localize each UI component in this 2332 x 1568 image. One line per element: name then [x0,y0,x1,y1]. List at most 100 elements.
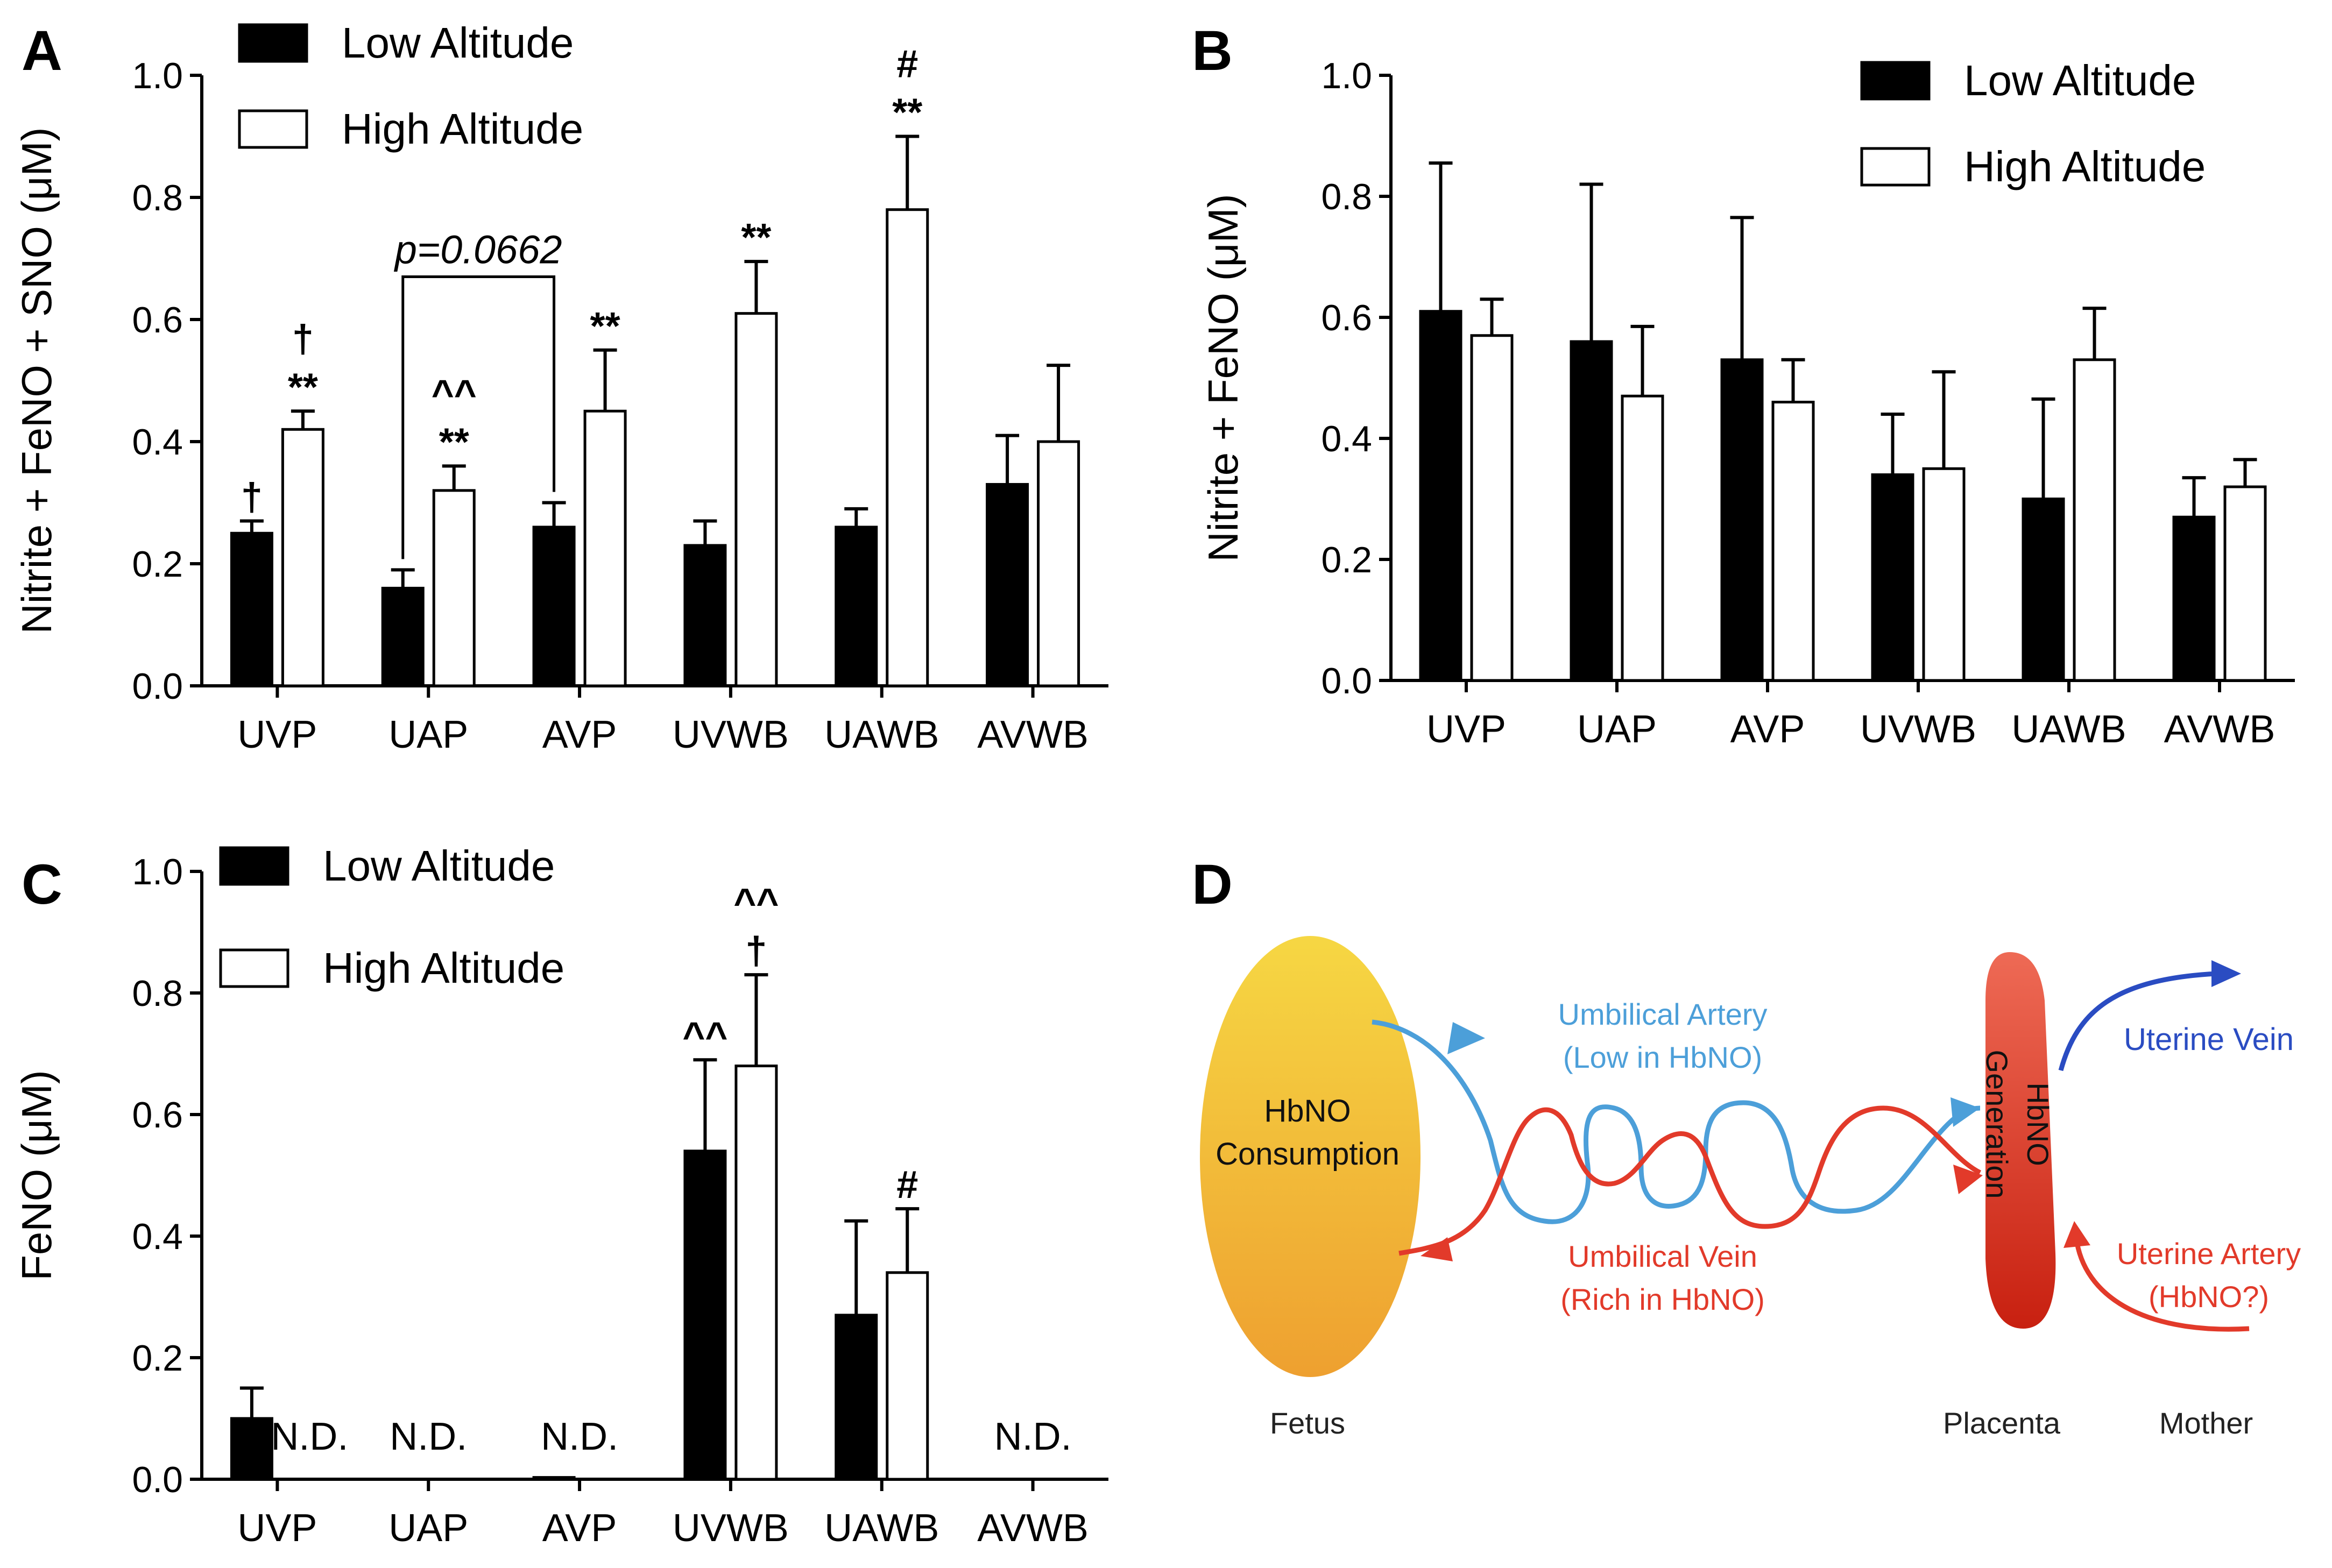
legend-swatch [238,23,308,63]
mother-label: Mother [2159,1406,2253,1440]
significance-mark: ** [892,91,922,134]
y-tick-label: 1.0 [132,852,183,892]
x-tick-label: AVP [542,1507,617,1550]
artery-arrow-head-right [1951,1097,1980,1127]
x-tick-label: AVP [1730,708,1805,751]
y-tick-label: 0.0 [1321,661,1372,701]
bar [734,1065,778,1481]
x-tick-label: AVP [542,713,617,756]
significance-mark: ** [288,366,318,409]
significance-mark: # [896,1163,918,1207]
umbilical-artery-line [1372,1019,1981,1224]
legend-swatch [219,846,289,886]
bar [835,526,878,687]
significance-mark: ^^ [432,372,477,415]
legend-label: High Altitude [1964,143,2206,190]
placenta-label-line2: Generation [1980,1049,2014,1198]
uterine-artery-label-line2: (HbNO?) [2149,1280,2269,1314]
vein-arrow-head-right [1953,1165,1983,1194]
significance-mark: ** [741,216,771,259]
x-tick-label: UVWB [1860,708,1976,751]
panel-a-label: A [22,19,62,82]
panel-b-label: B [1192,19,1233,82]
y-tick-label: 0.2 [132,1338,183,1379]
not-detected-label: N.D. [271,1415,348,1458]
significance-mark: ^^ [682,1014,727,1058]
x-tick-label: UVWB [673,713,789,756]
significance-mark: † [241,476,263,519]
significance-mark: # [896,43,918,86]
bar [230,1417,273,1481]
y-tick-label: 0.0 [132,666,183,707]
legend-swatch [1860,147,1931,187]
umbilical-artery-label-line2: (Low in HbNO) [1563,1040,1762,1074]
y-tick-label: 1.0 [1321,55,1372,96]
bar [683,1150,727,1481]
bar [2223,485,2267,682]
bar [532,526,576,687]
x-tick-label: UVWB [673,1507,789,1550]
y-tick-label: 1.0 [132,55,183,96]
bracket-p-value-label: p=0.0662 [394,228,562,272]
bar [1470,334,1514,682]
panel-c-chart: C 0.0 0.2 0.4 0.6 0.8 1.0 FeNO (μM) UVP UAP AVP UV… [13,842,1108,1550]
bar [1570,340,1613,682]
significance-mark: ^^ [733,881,779,924]
panel-c-label: C [22,853,62,916]
panel-a-chart: A 0.0 0.2 0.4 0.6 0.8 1.0 Nitrite + FeNO + SNO… [13,19,1108,756]
bar [230,531,273,687]
bar [986,483,1029,687]
bar [1922,467,1966,682]
not-detected-label: N.D. [994,1415,1072,1458]
x-tick-label: UVP [237,1507,317,1550]
x-tick-label: UVP [237,713,317,756]
bar [432,489,476,687]
significance-bracket [401,275,556,559]
uterine-vein-line [2058,971,2217,1072]
bar [583,409,627,687]
umbilical-vein-label-line1: Umbilical Vein [1568,1239,1757,1273]
bar [835,1314,878,1481]
y-tick-label: 0.8 [1321,176,1372,217]
bar [2172,515,2216,682]
artery-arrow-head-left [1447,1022,1485,1054]
y-tick-label: 0.8 [132,973,183,1014]
bar [734,312,778,687]
x-tick-label: UAP [388,713,468,756]
y-tick-label: 0.4 [132,422,183,463]
placenta-shape [1985,952,2056,1329]
y-tick-label: 0.6 [1321,297,1372,338]
x-tick-label: AVWB [977,1507,1089,1550]
bar [1720,358,1764,682]
bar [532,1476,576,1481]
significance-mark: ** [439,421,469,464]
significance-mark: ** [590,305,620,348]
panel-b-chart: B 0.0 0.2 0.4 0.6 0.8 1.0 Nitrite + FeNO (μM) U… [1192,19,2295,751]
bar [2022,498,2065,682]
y-tick-label: 0.2 [1321,540,1372,580]
bar [886,208,929,687]
uterine-artery-label-line1: Uterine Artery [2117,1237,2301,1271]
panel-d-diagram: D HbNO Consumption HbNO Generation Umbil… [1192,853,2301,1440]
not-detected-label: N.D. [541,1415,618,1458]
bar [1771,401,1815,682]
placenta-label: Placenta [1943,1406,2061,1440]
bar [281,428,324,687]
y-tick-label: 0.2 [132,544,183,585]
legend-label: Low Altitude [342,19,574,67]
uterine-vein-label: Uterine Vein [2124,1022,2294,1057]
fetus-oval [1200,936,1421,1377]
x-tick-label: UAWB [824,1507,939,1550]
fetus-label: Fetus [1270,1406,1345,1440]
bar [1621,394,1664,682]
legend-swatch [238,109,308,149]
fetus-oval-label-line2: Consumption [1216,1137,1400,1172]
legend-swatch [1860,61,1931,101]
x-tick-label: AVWB [2164,708,2276,751]
x-tick-label: UAP [388,1507,468,1550]
legend-label: Low Altitude [1964,56,2196,104]
uterine-artery-line [2074,1242,2250,1332]
y-tick-label: 0.6 [132,1095,183,1136]
umbilical-artery-label-line1: Umbilical Artery [1558,997,1768,1031]
